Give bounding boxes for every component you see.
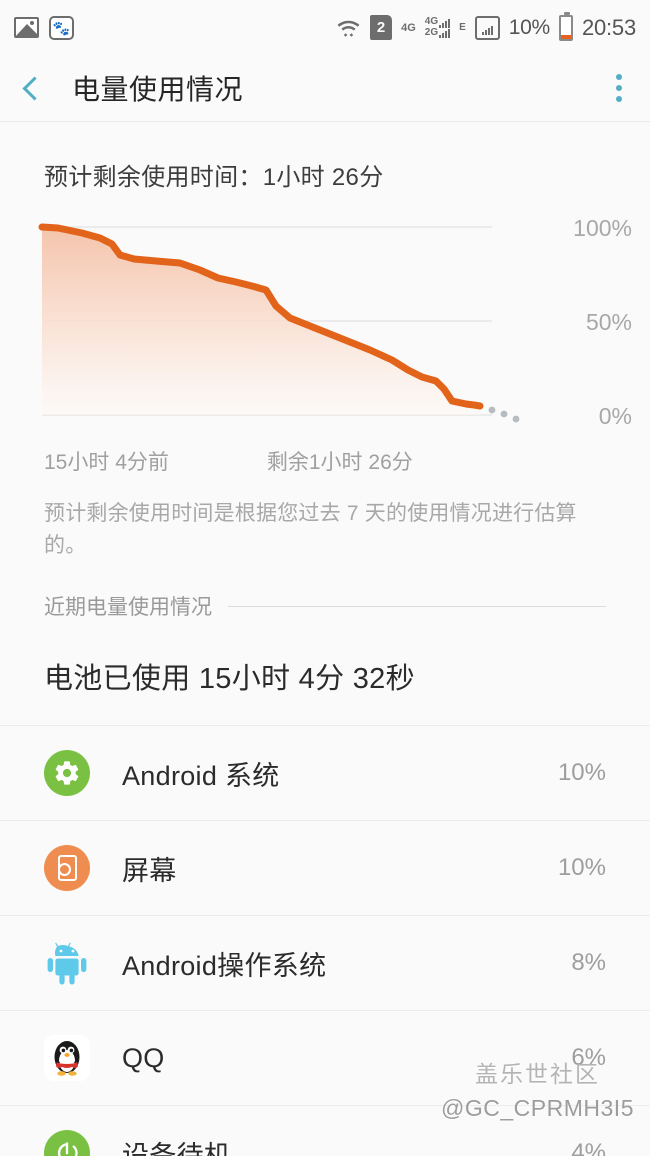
x-axis-label-start: 15小时 4分前 [44, 451, 169, 474]
projection-dot [512, 415, 520, 423]
content-area: 预计剩余使用时间：1小时 26分 [0, 122, 650, 1156]
list-item[interactable]: 屏幕 10% [0, 820, 650, 915]
android-robot-icon [44, 940, 90, 986]
edge-network-icon: E [459, 22, 466, 33]
battery-history-line [38, 223, 484, 410]
app-percent: 10% [557, 854, 606, 881]
power-idle-icon [44, 1130, 90, 1156]
battery-chart-svg [38, 223, 520, 423]
screenshot-image-icon [14, 17, 39, 38]
qq-penguin-icon [44, 1035, 90, 1081]
app-name: Android 系统 [122, 760, 280, 791]
more-options-icon [616, 85, 622, 91]
app-percent: 6% [571, 1044, 606, 1071]
app-name: 屏幕 [122, 855, 177, 886]
battery-area-fill [42, 227, 480, 415]
screen-icon [44, 845, 90, 891]
y-axis-label-100: 100% [573, 215, 632, 241]
y-axis-label-50: 50% [585, 309, 632, 335]
sim-2-icon: 2 [370, 15, 393, 40]
app-name: Android操作系统 [122, 950, 327, 981]
list-item[interactable]: QQ 6% [0, 1010, 650, 1105]
clock-label: 20:53 [581, 14, 636, 40]
estimate-note: 预计剩余使用时间是根据您过去 7 天的使用情况进行估算的。 [44, 502, 577, 557]
x-axis-label-end: 剩余1小时 26分 [266, 451, 413, 474]
wifi-icon [336, 15, 361, 40]
back-chevron-icon [21, 75, 47, 101]
app-usage-list: Android 系统 10% 屏幕 10% [0, 725, 650, 1156]
projection-dot [488, 406, 496, 414]
app-name: QQ [122, 1042, 165, 1073]
list-item[interactable]: Android操作系统 8% [0, 915, 650, 1010]
projection-dot [500, 410, 508, 418]
chart-x-axis-labels: 15小时 4分前 剩余1小时 26分 [0, 446, 650, 476]
more-options-button[interactable] [588, 55, 650, 122]
y-axis-label-0: 0% [598, 403, 632, 429]
recent-usage-section-header: 近期电量使用情况 [0, 561, 650, 621]
page-title: 电量使用情况 [72, 74, 244, 105]
more-options-icon [616, 74, 622, 80]
list-item[interactable]: 设备待机 4% [0, 1105, 650, 1156]
network-2g-label: 2G [424, 26, 439, 38]
baidu-paw-icon: 🐾 [49, 15, 74, 40]
network-4g-icon: 4G [401, 21, 416, 34]
signal-bars-icon [474, 15, 500, 40]
remaining-time-label: 预计剩余使用时间：1小时 26分 [44, 164, 384, 191]
app-percent: 4% [571, 1139, 606, 1156]
more-options-icon [616, 96, 622, 102]
app-percent: 8% [571, 949, 606, 976]
status-bar-notifications: 🐾 [14, 15, 74, 40]
back-button[interactable] [0, 55, 62, 122]
dual-network-signal-icon: 4G 2G [424, 16, 451, 38]
app-percent: 10% [557, 759, 606, 786]
battery-percent-label: 10% [508, 15, 550, 39]
app-name: 设备待机 [122, 1140, 232, 1156]
app-bar: 电量使用情况 [0, 55, 650, 122]
status-bar: 🐾 2 4G 4G 2G [0, 0, 650, 55]
section-title: 近期电量使用情况 [44, 596, 212, 619]
section-divider [228, 605, 606, 607]
battery-history-chart: 100% 50% 0% [0, 210, 650, 440]
battery-used-label: 电池已使用 15小时 4分 32秒 [44, 663, 415, 695]
gear-icon [44, 750, 90, 796]
status-bar-system: 2 4G 4G 2G E 10% 20:53 [336, 11, 636, 41]
network-4g-label: 4G [424, 16, 439, 27]
list-item[interactable]: Android 系统 10% [0, 725, 650, 820]
battery-icon [558, 11, 573, 41]
